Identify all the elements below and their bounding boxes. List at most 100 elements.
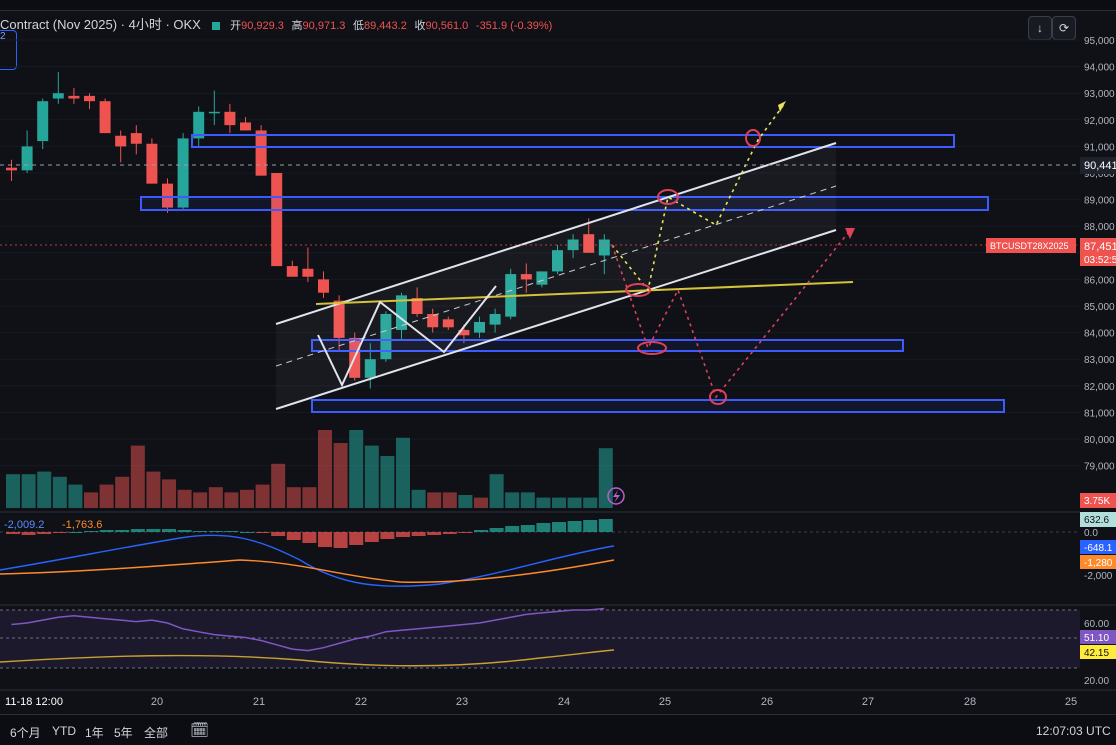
range-6m[interactable]: 6个月	[10, 726, 41, 740]
support-zone-83800[interactable]	[311, 339, 904, 352]
candle-body	[21, 146, 33, 171]
target-marker-top[interactable]	[745, 129, 761, 147]
time-label: 25	[659, 696, 671, 708]
macd-bar	[52, 532, 67, 533]
volume-bar	[208, 487, 223, 508]
volume-bar	[162, 479, 176, 508]
macd-bar	[208, 531, 223, 532]
candle-body	[380, 313, 392, 360]
volume-bar	[115, 476, 130, 508]
channel-upper-line[interactable]	[275, 142, 837, 325]
price-tick: 84,000	[1084, 329, 1115, 340]
macd-legend: -2,009.2 -1,763.6	[4, 519, 102, 531]
market-status-dot	[212, 21, 221, 30]
macd-bar	[349, 532, 364, 545]
time-label: 23	[456, 696, 468, 708]
candle-body	[84, 95, 95, 102]
resistance-zone-91800[interactable]	[191, 134, 955, 148]
time-label: 26	[761, 696, 773, 708]
macd-bar	[84, 531, 98, 532]
target-marker-support[interactable]	[637, 341, 667, 355]
macd-bar	[333, 532, 348, 548]
candle-body	[458, 329, 470, 336]
lightning-icon[interactable]	[607, 487, 625, 505]
volume-bar	[193, 492, 208, 508]
macd-bar	[162, 529, 176, 532]
bullish-projection[interactable]	[611, 102, 786, 292]
dashed-price-tag	[1080, 157, 1116, 174]
range-5y[interactable]: 5年	[114, 726, 133, 740]
change-value: -351.9 (-0.39%)	[475, 20, 553, 32]
symbol-title[interactable]: Contract (Nov 2025) · 4小时 · OKX	[0, 17, 201, 32]
rsi-tick-60: 60.00	[1084, 619, 1109, 630]
price-tick: 88,000	[1084, 222, 1115, 233]
candle-body	[130, 133, 142, 144]
time-label: 21	[253, 696, 265, 708]
high-label: 高	[291, 20, 303, 32]
price-tick: 90,000	[1084, 169, 1115, 180]
bearish-arrowhead	[845, 228, 855, 239]
layout-tag-text: 2	[0, 31, 6, 42]
volume-bar	[552, 497, 566, 508]
price-tick: 86,000	[1084, 275, 1115, 286]
range-1y[interactable]: 1年	[85, 726, 104, 740]
main-chart[interactable]: -2,009.2 -1,763.6 95,000 94,000 93,000 92,0…	[0, 0, 1116, 714]
target-marker-bottom[interactable]	[709, 389, 727, 405]
candle-body	[598, 239, 610, 256]
bearish-projection[interactable]	[611, 227, 853, 399]
price-tick: 82,000	[1084, 382, 1115, 393]
range-all[interactable]: 全部	[144, 726, 169, 740]
macd-bar	[505, 526, 520, 532]
volume-bar	[396, 437, 410, 508]
target-marker-neckline[interactable]	[625, 283, 651, 297]
calendar-icon[interactable]: 🗓	[190, 722, 210, 739]
macd-line-tag	[1080, 540, 1116, 554]
candle-body	[302, 268, 314, 277]
volume-bars	[6, 430, 613, 508]
range-ytd[interactable]: YTD	[52, 724, 76, 738]
macd-line-tag-text: -648.1	[1084, 543, 1113, 554]
target-marker-upper[interactable]	[657, 189, 679, 205]
symbol-label-text: BTCUSDT28X2025	[990, 241, 1069, 251]
channel-lower-line[interactable]	[275, 229, 837, 410]
volume-bar	[130, 445, 145, 508]
macd-bar	[99, 530, 114, 532]
macd-bar	[552, 522, 566, 532]
volume-bar	[68, 484, 83, 508]
macd-bar	[458, 532, 473, 533]
volume-bar	[598, 448, 613, 508]
macd-signal-tag-text: -1,280	[1084, 558, 1113, 569]
volume-bar	[37, 471, 52, 508]
candle-body	[240, 122, 251, 131]
price-tick: 91,000	[1084, 142, 1115, 153]
volume-bar	[6, 474, 20, 508]
macd-bar	[474, 530, 488, 532]
neckline-yellow[interactable]	[315, 281, 854, 305]
rsi-ma-line	[0, 649, 615, 667]
volume-tag	[1080, 493, 1116, 508]
candle-body	[99, 101, 111, 134]
utc-clock[interactable]: 12:07:03 UTC	[1036, 724, 1111, 738]
macd-zero-tick: 0.0	[1084, 528, 1098, 539]
macd-line	[0, 534, 615, 587]
price-tick: 85,000	[1084, 302, 1115, 313]
volume-bar	[489, 474, 504, 508]
refresh-icon[interactable]: ⟳	[1052, 16, 1076, 40]
layout-tag[interactable]: 2	[0, 30, 17, 70]
macd-hist-tag	[1080, 512, 1116, 527]
volume-bar	[302, 487, 317, 508]
macd-bar	[302, 532, 317, 543]
volume-bar	[583, 497, 598, 508]
macd-bar	[583, 520, 598, 532]
rsi-value-tag	[1080, 630, 1116, 644]
price-axis: 95,000 94,000 93,000 92,000 91,000 90,000 89,0…	[1084, 36, 1115, 473]
macd-bar	[240, 532, 254, 533]
macd-bar	[130, 529, 145, 532]
resistance-zone-88900[interactable]	[140, 196, 989, 211]
time-label: 22	[355, 696, 367, 708]
pattern-polyline[interactable]	[317, 285, 497, 388]
macd-histogram	[6, 519, 613, 548]
support-zone-81600[interactable]	[311, 399, 1005, 413]
volume-bar	[21, 474, 36, 508]
macd-bar	[536, 523, 551, 532]
